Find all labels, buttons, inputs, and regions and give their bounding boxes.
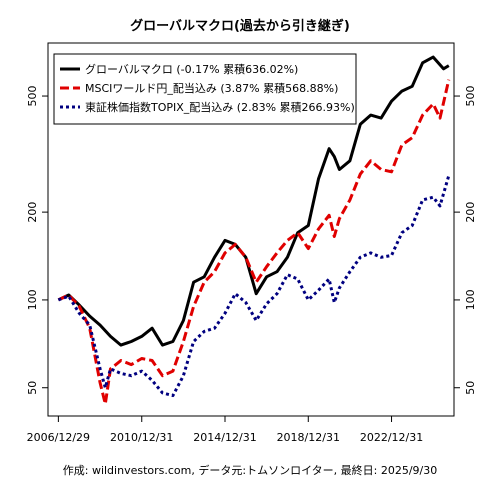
legend: グローバルマクロ (-0.17% 累積636.02%) MSCIワールド円_配当込… [53,53,357,125]
series-line-2 [57,79,451,406]
y-tick-label-left: 200 [26,202,39,223]
series-layer [57,55,451,406]
x-tick-label: 2010/12/31 [110,431,173,444]
x-tick-label: 2006/12/29 [27,431,90,444]
legend-label-1: グローバルマクロ (-0.17% 累積636.02%) [85,62,298,76]
series-line-1 [57,55,450,347]
y-tick-label-left: 50 [26,381,39,395]
x-tick-label: 2014/12/31 [193,431,256,444]
chart-title: グローバルマクロ(過去から引き継ぎ) [130,18,350,34]
legend-label-3: 東証株価指数TOPIX_配当込み (2.83% 累積266.93%) [85,100,355,114]
series-line-3 [57,175,451,398]
legend-box [53,53,357,125]
y-tick-label-right: 500 [464,86,477,107]
y-tick-label-right: 100 [464,289,477,310]
y-tick-label-right: 50 [464,381,477,395]
legend-label-2: MSCIワールド円_配当込み (3.87% 累積568.88%) [85,81,338,95]
y-tick-label-right: 200 [464,202,477,223]
axes: 50 50 100 100 200 200 500 500 2006/12/29 2010/12/… [26,86,477,444]
x-tick-label: 2018/12/31 [277,431,340,444]
y-tick-label-left: 100 [26,289,39,310]
plot-frame [47,42,455,417]
chart-caption: 作成: wildinvestors.com, データ元:トムソンロイター, 最終… [63,463,437,477]
x-tick-label: 2022/12/31 [360,431,423,444]
y-tick-label-left: 500 [26,86,39,107]
